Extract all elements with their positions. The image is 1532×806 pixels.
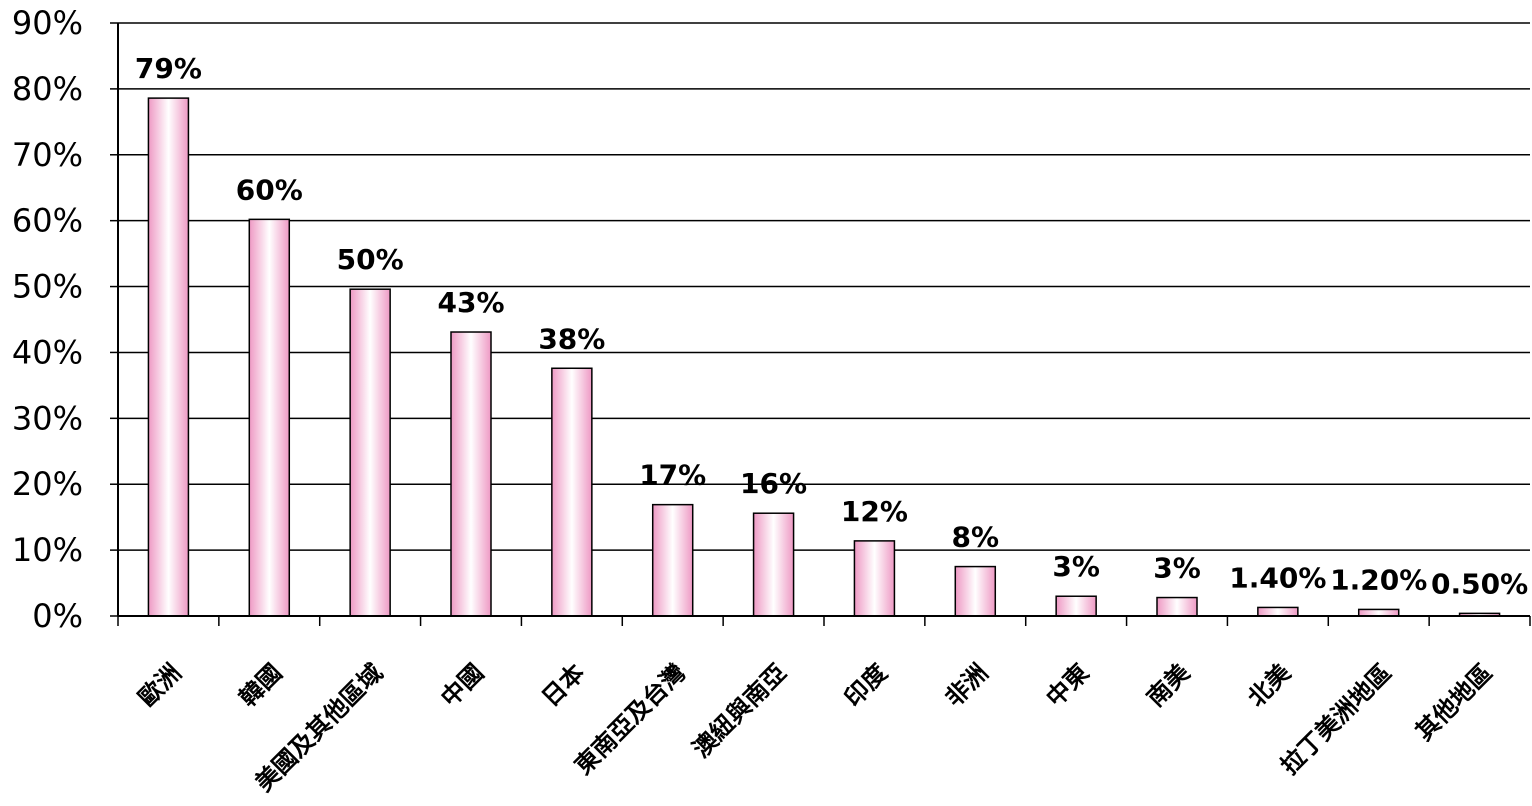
y-tick-label: 0% [32,597,83,635]
data-label: 1.20% [1330,563,1427,596]
bar [1257,606,1299,617]
bar [1055,595,1097,617]
y-tick-label: 80% [12,70,83,108]
data-labels: 79% 60% 50% 43% 38% 17% 16% 12% 8% 3% 3% 1.40% 1.20%… [135,52,1528,600]
y-tick-label: 50% [12,268,83,306]
y-tick-label: 20% [12,465,83,503]
gridlines [110,22,1530,617]
data-label: 16% [740,467,807,500]
bars [147,97,1501,617]
data-label: 60% [236,173,303,206]
category-label: 非洲 [940,658,994,712]
category-label: 其他地區 [1410,658,1498,746]
bar [450,331,492,617]
data-label: 3% [1052,550,1100,583]
category-label: 南美 [1142,658,1196,712]
y-tick-label: 40% [12,333,83,371]
y-tick-label: 70% [12,136,83,174]
category-label: 日本 [536,658,590,712]
category-label: 韓國 [234,658,288,712]
data-label: 17% [639,459,706,492]
data-label: 50% [337,243,404,276]
data-label: 0.50% [1431,567,1528,600]
category-label: 中東 [1041,658,1095,712]
bar [248,218,291,617]
bar [551,367,593,617]
category-label: 北美 [1242,658,1296,712]
y-axis-tick-labels: 0% 10% 20% 30% 40% 50% 60% 70% 80% 90% [12,4,83,635]
bar [147,97,190,617]
category-label: 歐洲 [133,658,187,712]
data-label: 8% [952,521,1000,554]
bar [1156,596,1198,617]
data-label: 1.40% [1229,561,1326,594]
category-label: 中國 [436,658,490,712]
data-label: 79% [135,52,202,85]
bar [752,512,795,617]
bar [651,503,694,617]
y-tick-label: 30% [12,399,83,437]
bar [853,540,896,617]
bar [954,565,997,617]
bar [349,288,391,617]
data-label: 43% [437,286,504,319]
y-tick-label: 90% [12,4,83,42]
data-label: 38% [538,322,605,355]
data-label: 3% [1153,552,1201,585]
y-tick-label: 10% [12,531,83,569]
category-label: 澳紐與南亞 [687,658,792,763]
y-tick-label: 60% [12,202,83,240]
data-label: 12% [841,495,908,528]
axes [117,23,1531,626]
category-label: 印度 [839,658,893,712]
